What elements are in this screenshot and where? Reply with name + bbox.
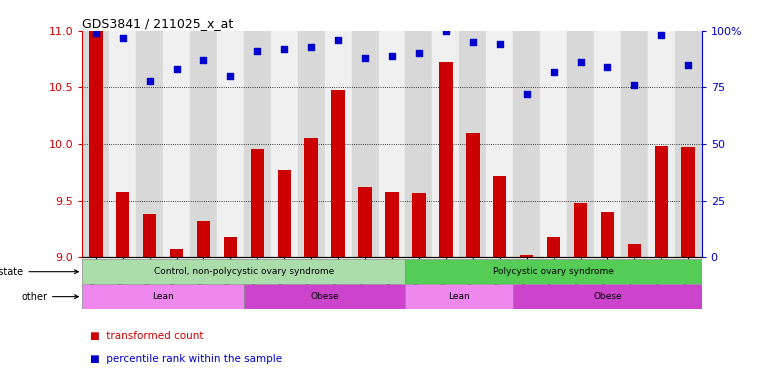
Point [386, 53, 398, 59]
Bar [655, 146, 668, 384]
Point [170, 66, 183, 72]
Bar [405, 31, 433, 257]
Bar [197, 221, 210, 384]
Text: disease state: disease state [0, 266, 78, 277]
Point [412, 50, 425, 56]
Bar [332, 89, 345, 384]
Bar [163, 31, 190, 257]
Point [628, 82, 641, 88]
Point [682, 61, 695, 68]
Bar [170, 249, 183, 384]
Point [117, 35, 129, 41]
Bar [594, 31, 621, 257]
Text: Lean: Lean [152, 292, 174, 301]
Text: other: other [21, 291, 78, 302]
Bar [520, 255, 533, 384]
Bar [547, 237, 561, 384]
Point [224, 73, 237, 79]
Text: Obese: Obese [593, 292, 622, 301]
Bar [244, 31, 270, 257]
Point [251, 48, 263, 54]
Text: GDS3841 / 211025_x_at: GDS3841 / 211025_x_at [82, 17, 234, 30]
Point [332, 37, 344, 43]
Point [143, 78, 156, 84]
Point [278, 46, 291, 52]
Point [547, 68, 560, 74]
Bar [358, 187, 372, 384]
Bar [304, 138, 318, 384]
Point [521, 91, 533, 97]
Bar [244, 284, 405, 309]
Bar [433, 31, 459, 257]
Bar [270, 31, 298, 257]
Bar [82, 284, 244, 309]
Point [493, 41, 506, 47]
Bar [351, 31, 379, 257]
Text: ■  percentile rank within the sample: ■ percentile rank within the sample [90, 354, 282, 364]
Point [359, 55, 372, 61]
Bar [223, 237, 237, 384]
Bar [136, 31, 163, 257]
Bar [217, 31, 244, 257]
Text: ■  transformed count: ■ transformed count [90, 331, 204, 341]
Bar [648, 31, 675, 257]
Point [601, 64, 614, 70]
Text: Control, non-polycystic ovary syndrome: Control, non-polycystic ovary syndrome [154, 267, 334, 276]
Bar [405, 259, 702, 284]
Text: Polycystic ovary syndrome: Polycystic ovary syndrome [493, 267, 614, 276]
Bar [567, 31, 594, 257]
Bar [82, 31, 109, 257]
Bar [628, 244, 641, 384]
Bar [143, 214, 156, 384]
Point [198, 57, 210, 63]
Point [655, 32, 667, 38]
Bar [82, 259, 405, 284]
Bar [574, 203, 587, 384]
Point [574, 60, 586, 66]
Bar [466, 132, 480, 384]
Point [466, 39, 479, 45]
Text: Obese: Obese [310, 292, 339, 301]
Bar [675, 31, 702, 257]
Point [440, 28, 452, 34]
Bar [379, 31, 405, 257]
Bar [486, 31, 514, 257]
Bar [89, 14, 103, 384]
Bar [325, 31, 351, 257]
Bar [298, 31, 325, 257]
Bar [459, 31, 486, 257]
Bar [278, 170, 291, 384]
Bar [190, 31, 217, 257]
Text: Lean: Lean [448, 292, 470, 301]
Bar [493, 176, 506, 384]
Bar [439, 63, 452, 384]
Bar [514, 31, 540, 257]
Point [89, 30, 102, 36]
Bar [681, 147, 695, 384]
Bar [540, 31, 567, 257]
Bar [514, 284, 702, 309]
Bar [405, 284, 514, 309]
Bar [109, 31, 136, 257]
Bar [601, 212, 614, 384]
Bar [116, 192, 129, 384]
Bar [621, 31, 648, 257]
Bar [385, 192, 399, 384]
Point [305, 43, 318, 50]
Bar [251, 149, 264, 384]
Bar [412, 193, 426, 384]
